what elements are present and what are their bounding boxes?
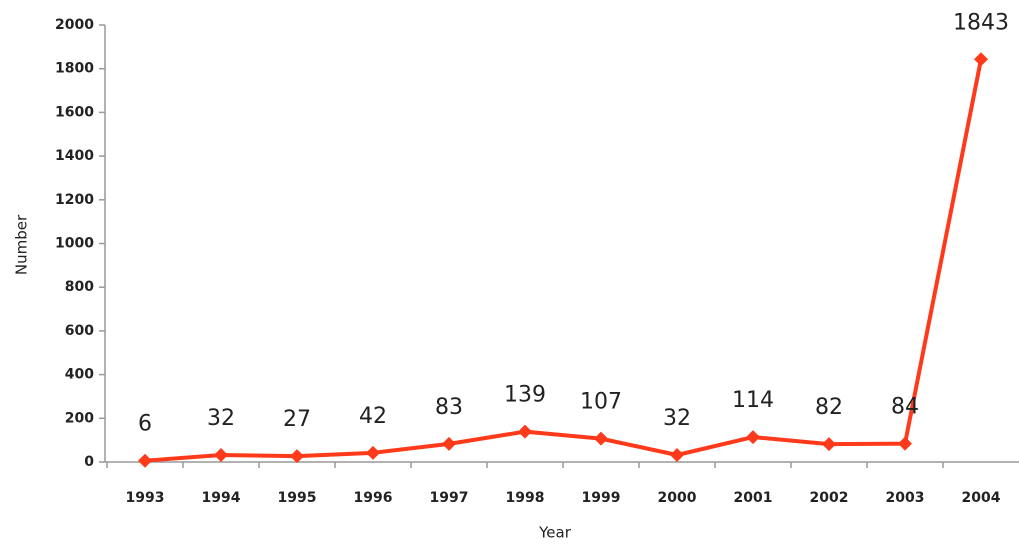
x-axis-label: Year bbox=[538, 524, 572, 542]
point bbox=[442, 436, 456, 451]
point bbox=[898, 436, 912, 451]
x-tick-label: 1997 bbox=[430, 490, 469, 506]
data-label: 6 bbox=[138, 412, 152, 437]
x-tick-label: 2003 bbox=[886, 490, 925, 506]
y-tick-label: 600 bbox=[65, 323, 94, 339]
data-label: 114 bbox=[732, 388, 774, 413]
y-tick-label: 1200 bbox=[55, 192, 94, 208]
point bbox=[138, 453, 152, 468]
point bbox=[290, 449, 304, 464]
data-label: 82 bbox=[815, 395, 843, 420]
data-label: 1843 bbox=[953, 10, 1009, 35]
point bbox=[214, 448, 228, 463]
point bbox=[746, 430, 760, 445]
x-tick-label: 1995 bbox=[278, 490, 317, 506]
data-label: 42 bbox=[359, 404, 387, 429]
x-tick-label: 1998 bbox=[506, 490, 545, 506]
y-tick-label: 2000 bbox=[55, 17, 94, 33]
point bbox=[670, 448, 684, 463]
data-label: 27 bbox=[283, 407, 311, 432]
point bbox=[518, 424, 532, 439]
y-tick-label: 800 bbox=[65, 279, 94, 295]
y-tick-label: 400 bbox=[65, 367, 94, 383]
x-tick-label: 1999 bbox=[582, 490, 621, 506]
x-tick-label: 2004 bbox=[962, 490, 1001, 506]
x-tick-label: 1996 bbox=[354, 490, 393, 506]
y-tick-label: 1400 bbox=[55, 148, 94, 164]
x-tick-label: 2001 bbox=[734, 490, 773, 506]
x-tick-label: 2002 bbox=[810, 490, 849, 506]
point bbox=[594, 431, 608, 446]
point bbox=[974, 52, 988, 67]
y-axis-label: Number bbox=[13, 214, 31, 275]
data-label: 84 bbox=[891, 395, 919, 420]
x-tick-label: 2000 bbox=[658, 490, 697, 506]
series-line bbox=[144, 58, 983, 463]
y-tick-label: 0 bbox=[84, 454, 94, 470]
x-tick-label: 1994 bbox=[202, 490, 241, 506]
data-label: 107 bbox=[580, 390, 622, 415]
x-tick-label: 1993 bbox=[126, 490, 165, 506]
y-tick-label: 1000 bbox=[55, 236, 94, 252]
y-tick-label: 1800 bbox=[55, 61, 94, 77]
y-tick-label: 200 bbox=[65, 410, 94, 426]
data-label: 83 bbox=[435, 395, 463, 420]
data-label: 32 bbox=[663, 406, 691, 431]
y-tick-label: 1600 bbox=[55, 104, 94, 120]
data-label: 32 bbox=[207, 406, 235, 431]
data-label: 139 bbox=[504, 383, 546, 408]
point bbox=[366, 445, 380, 460]
point bbox=[822, 437, 836, 452]
